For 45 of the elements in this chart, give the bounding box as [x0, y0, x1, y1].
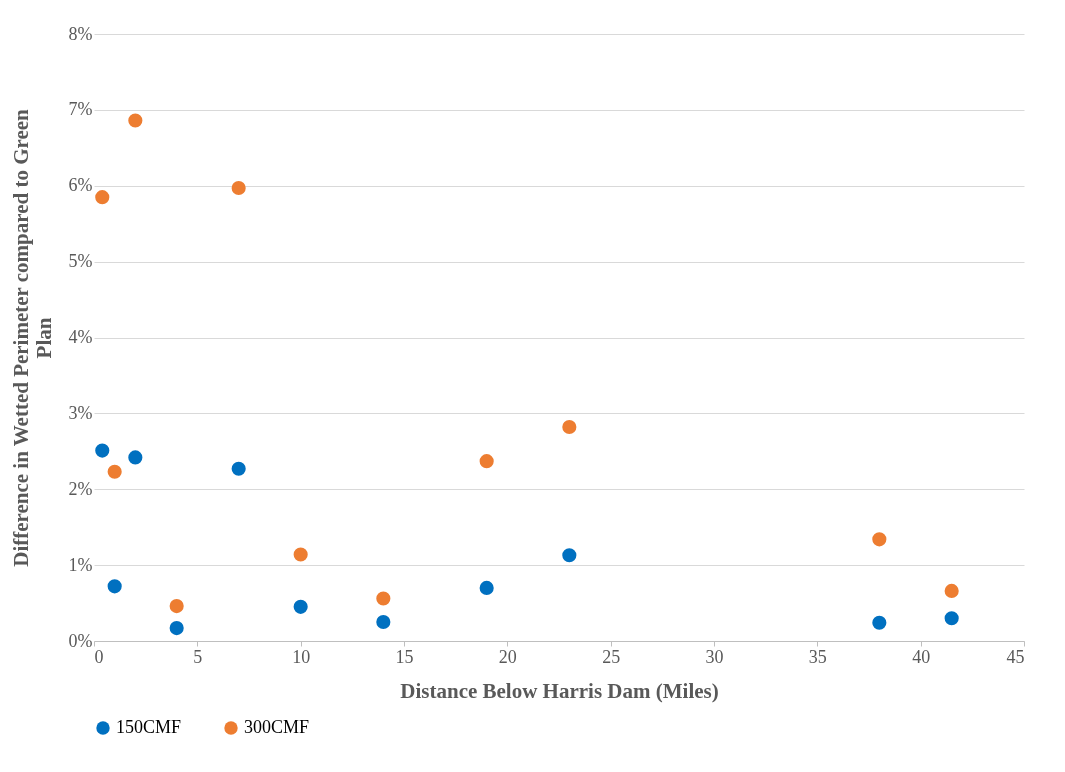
point — [479, 580, 494, 595]
point — [95, 190, 110, 205]
point — [376, 591, 391, 606]
point — [944, 583, 959, 598]
point — [293, 547, 308, 562]
y-tick-label: 1% — [68, 554, 93, 575]
x-tick-label: 20 — [498, 646, 517, 667]
legend-label: 300CMF — [244, 717, 310, 737]
point — [376, 614, 391, 630]
point — [95, 443, 110, 458]
point — [872, 615, 887, 630]
x-tick-label: 40 — [912, 646, 931, 667]
y-tick-label: 6% — [68, 175, 93, 196]
y-tick-label: 5% — [68, 251, 93, 272]
x-tick-label: 25 — [602, 646, 621, 667]
point — [107, 464, 122, 479]
point — [231, 180, 246, 196]
y-tick-label: 7% — [68, 99, 93, 120]
point — [128, 113, 143, 128]
y-tick-label: 2% — [68, 478, 93, 499]
y-tick-label: 3% — [68, 402, 93, 423]
point — [231, 461, 246, 476]
point — [562, 419, 577, 435]
point — [944, 611, 959, 626]
x-tick-label: 10 — [292, 646, 311, 667]
point — [169, 599, 184, 614]
x-tick-label: 15 — [395, 646, 414, 667]
point — [872, 532, 887, 547]
y-axis-title: Difference in Wetted Perimeter compared to Green Plan — [8, 108, 56, 567]
x-tick-label: 35 — [808, 646, 827, 667]
x-tick-label: 5 — [193, 646, 203, 667]
point — [293, 599, 308, 614]
point — [107, 579, 122, 594]
point — [562, 548, 577, 563]
x-axis-title: Distance Below Harris Dam (Miles) — [400, 678, 719, 703]
x-tick-label: 0 — [94, 646, 104, 667]
point — [169, 621, 184, 636]
x-tick-label: 45 — [1006, 646, 1025, 667]
point — [128, 450, 143, 465]
y-tick-label: 8% — [68, 23, 93, 44]
point — [479, 454, 494, 469]
legend-label: 150CMF — [116, 717, 182, 737]
y-tick-label: 0% — [68, 630, 93, 651]
x-tick-label: 30 — [705, 646, 724, 667]
y-tick-label: 4% — [68, 327, 93, 347]
